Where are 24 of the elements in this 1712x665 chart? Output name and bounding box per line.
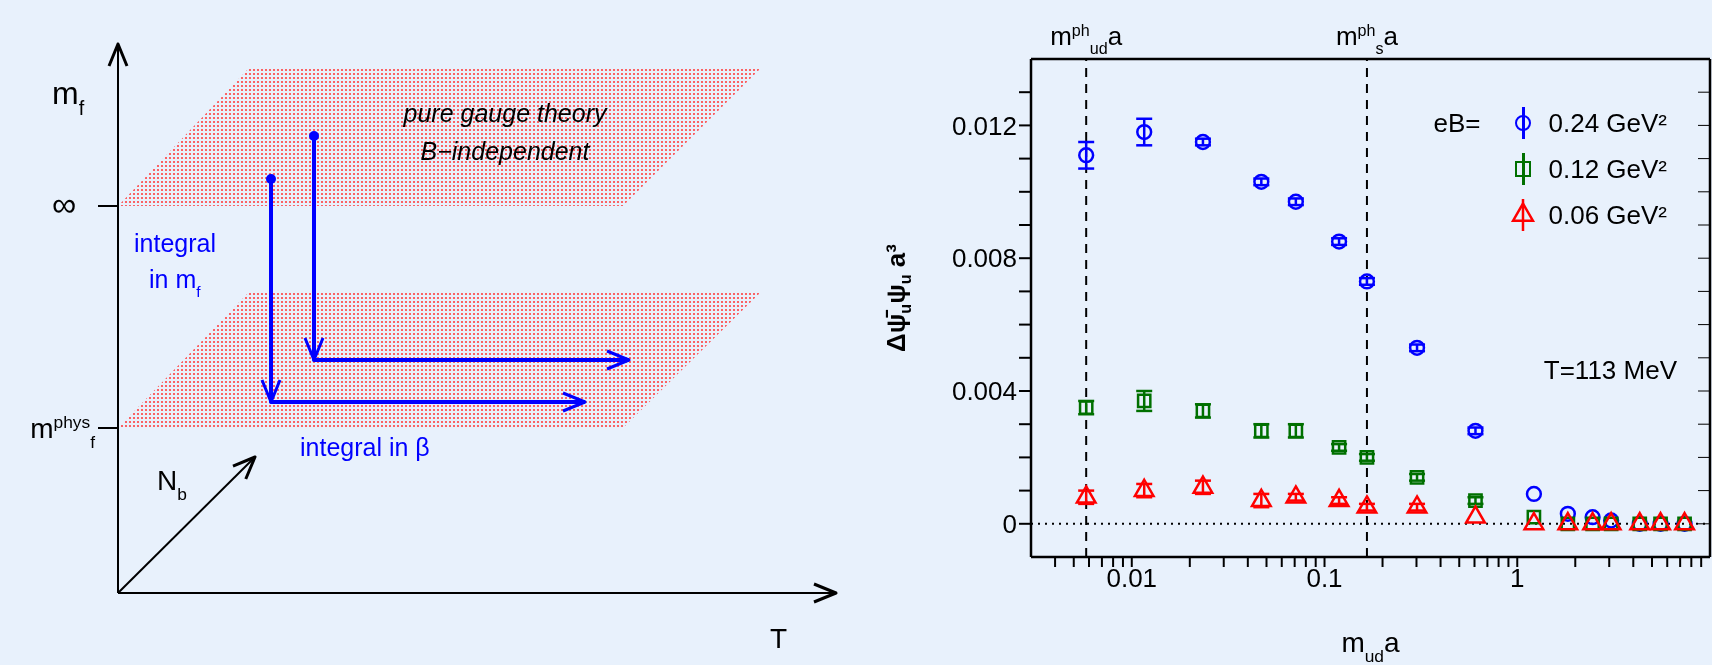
y-tick-label: 0 [1002,509,1017,540]
text: integral in β [300,433,430,461]
text: integral [134,229,216,257]
x-tick-label: 1 [1510,563,1525,594]
text: B−independent [420,137,591,165]
x-tick-label: 0.01 [1106,563,1158,594]
x-axis-title: m$_{ud}$a [1341,627,1401,665]
y-tick-label: 0.008 [951,243,1017,274]
legend-label: 0.06 GeV² [1548,199,1667,231]
x-tick-label: 0.1 [1306,563,1343,594]
text: T [770,623,788,654]
legend-title: eB= [1433,107,1481,140]
y-tick-label: 0.004 [951,376,1017,407]
text: in m$_{f}$ [149,265,202,300]
legend-label: 0.12 GeV² [1548,153,1667,185]
ref-line-label: m$^{ph}$$_{ud}$a [1050,21,1123,57]
y-tick-label: 0.012 [951,110,1017,141]
ref-line-label: m$^{ph}$$_{s}$a [1335,21,1399,57]
legend-label: 0.24 GeV² [1548,107,1667,139]
text: m$_{f}$ [52,75,85,119]
annotation: T=113 MeV [1543,355,1677,386]
text: ∞ [52,185,77,223]
text: N$_{b}$ [157,465,187,504]
text: pure gauge theory [402,99,608,127]
